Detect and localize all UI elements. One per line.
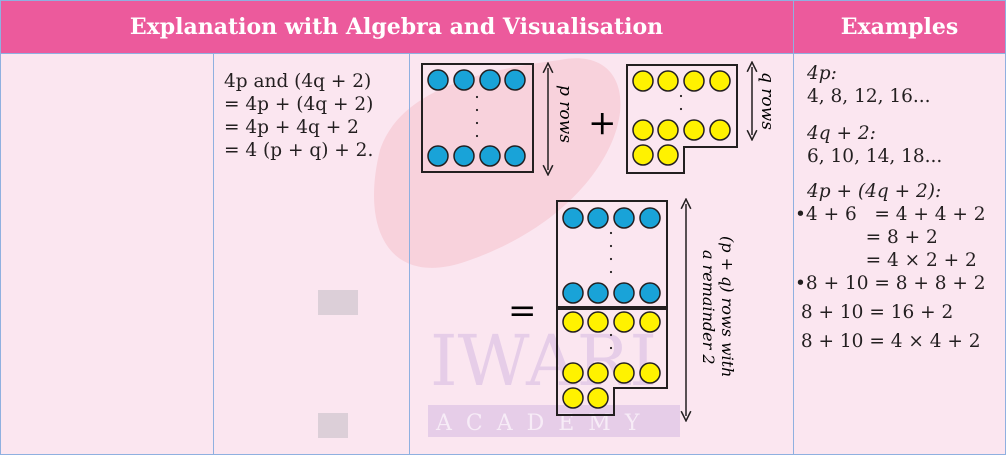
- yellow-counter: [683, 119, 705, 141]
- example-line: 6, 10, 14, 18...: [807, 146, 943, 167]
- example-line: = 4 × 2 + 2: [795, 250, 977, 271]
- q-rows-label: q rows: [757, 72, 777, 130]
- ellipsis-dot: [475, 134, 479, 138]
- blue-counter: [479, 145, 501, 167]
- yellow-counter: [709, 70, 731, 92]
- column-divider: [409, 54, 410, 455]
- example-line: 4p + (4q + 2):: [807, 181, 942, 202]
- blue-counter: [562, 207, 584, 229]
- algebra-line: = 4p + (4q + 2): [224, 94, 374, 115]
- blue-counter: [427, 69, 449, 91]
- blue-counter: [587, 207, 609, 229]
- yellow-counter: [683, 70, 705, 92]
- example-line: 8 + 10 = 4 × 4 + 2: [795, 331, 981, 352]
- algebra-line: 4p and (4q + 2): [224, 71, 372, 92]
- sum-remainder-label: a remainder 2: [699, 250, 718, 365]
- ellipsis-dot: [679, 107, 683, 111]
- yellow-counter: [562, 387, 584, 409]
- yellow-counter: [632, 144, 654, 166]
- example-line: •8 + 10 = 8 + 8 + 2: [795, 273, 986, 294]
- yellow-counter: [587, 311, 609, 333]
- yellow-counter: [562, 362, 584, 384]
- yellow-counter: [613, 362, 635, 384]
- blue-counter: [639, 207, 661, 229]
- explanation-header: Explanation with Algebra and Visualisati…: [0, 0, 793, 54]
- blue-counter: [479, 69, 501, 91]
- ellipsis-dot: [475, 95, 479, 99]
- blue-counter: [453, 145, 475, 167]
- ellipsis-dot: [609, 333, 613, 337]
- algebra-line: = 4p + 4q + 2: [224, 117, 359, 138]
- ellipsis-dot: [475, 108, 479, 112]
- sum-yellow-part: [556, 308, 668, 416]
- blue-counter: [613, 282, 635, 304]
- yellow-counter: [639, 362, 661, 384]
- plus-sign: +: [588, 103, 617, 143]
- algebra-line: = 4 (p + q) + 2.: [224, 140, 374, 161]
- examples-header: Examples: [793, 0, 1006, 54]
- example-line: 4p:: [807, 63, 837, 84]
- ellipsis-dot: [679, 94, 683, 98]
- p-rows-label: p rows: [555, 85, 575, 143]
- yellow-counter: [632, 70, 654, 92]
- blue-counter: [613, 207, 635, 229]
- example-line: •4 + 6 = 4 + 4 + 2: [795, 204, 986, 225]
- example-line: 4q + 2:: [807, 123, 876, 144]
- example-line: = 8 + 2: [795, 227, 938, 248]
- blue-counter: [587, 282, 609, 304]
- yellow-counter: [613, 311, 635, 333]
- blue-counter: [504, 145, 526, 167]
- yellow-counter: [587, 387, 609, 409]
- column-divider: [213, 54, 214, 455]
- blue-counter: [453, 69, 475, 91]
- ellipsis-dot: [609, 270, 613, 274]
- yellow-counter: [639, 311, 661, 333]
- yellow-counter: [562, 311, 584, 333]
- sum-blue-part: [556, 200, 668, 308]
- example-line: 8 + 10 = 16 + 2: [795, 302, 954, 323]
- blue-counter: [562, 282, 584, 304]
- ellipsis-dot: [609, 257, 613, 261]
- example-line: 4, 8, 12, 16...: [807, 86, 931, 107]
- examples-list: 4p: 4, 8, 12, 16... 4q + 2: 6, 10, 14, 1…: [795, 62, 1005, 353]
- blue-block-p: [421, 63, 534, 173]
- column-divider: [793, 0, 794, 455]
- yellow-counter: [657, 70, 679, 92]
- blue-counter: [639, 282, 661, 304]
- yellow-block-q: [626, 64, 738, 174]
- yellow-counter: [657, 144, 679, 166]
- ellipsis-dot: [475, 121, 479, 125]
- yellow-counter: [657, 119, 679, 141]
- yellow-counter: [632, 119, 654, 141]
- blue-counter: [504, 69, 526, 91]
- blue-counter: [427, 145, 449, 167]
- ellipsis-dot: [609, 231, 613, 235]
- algebra-steps: 4p and (4q + 2) = 4p + (4q + 2) = 4p + 4…: [224, 70, 373, 162]
- ellipsis-dot: [609, 244, 613, 248]
- equals-sign: =: [508, 291, 537, 331]
- sum-rows-label: (p + q) rows with: [718, 236, 737, 377]
- yellow-counter: [587, 362, 609, 384]
- yellow-counter: [709, 119, 731, 141]
- ellipsis-dot: [609, 346, 613, 350]
